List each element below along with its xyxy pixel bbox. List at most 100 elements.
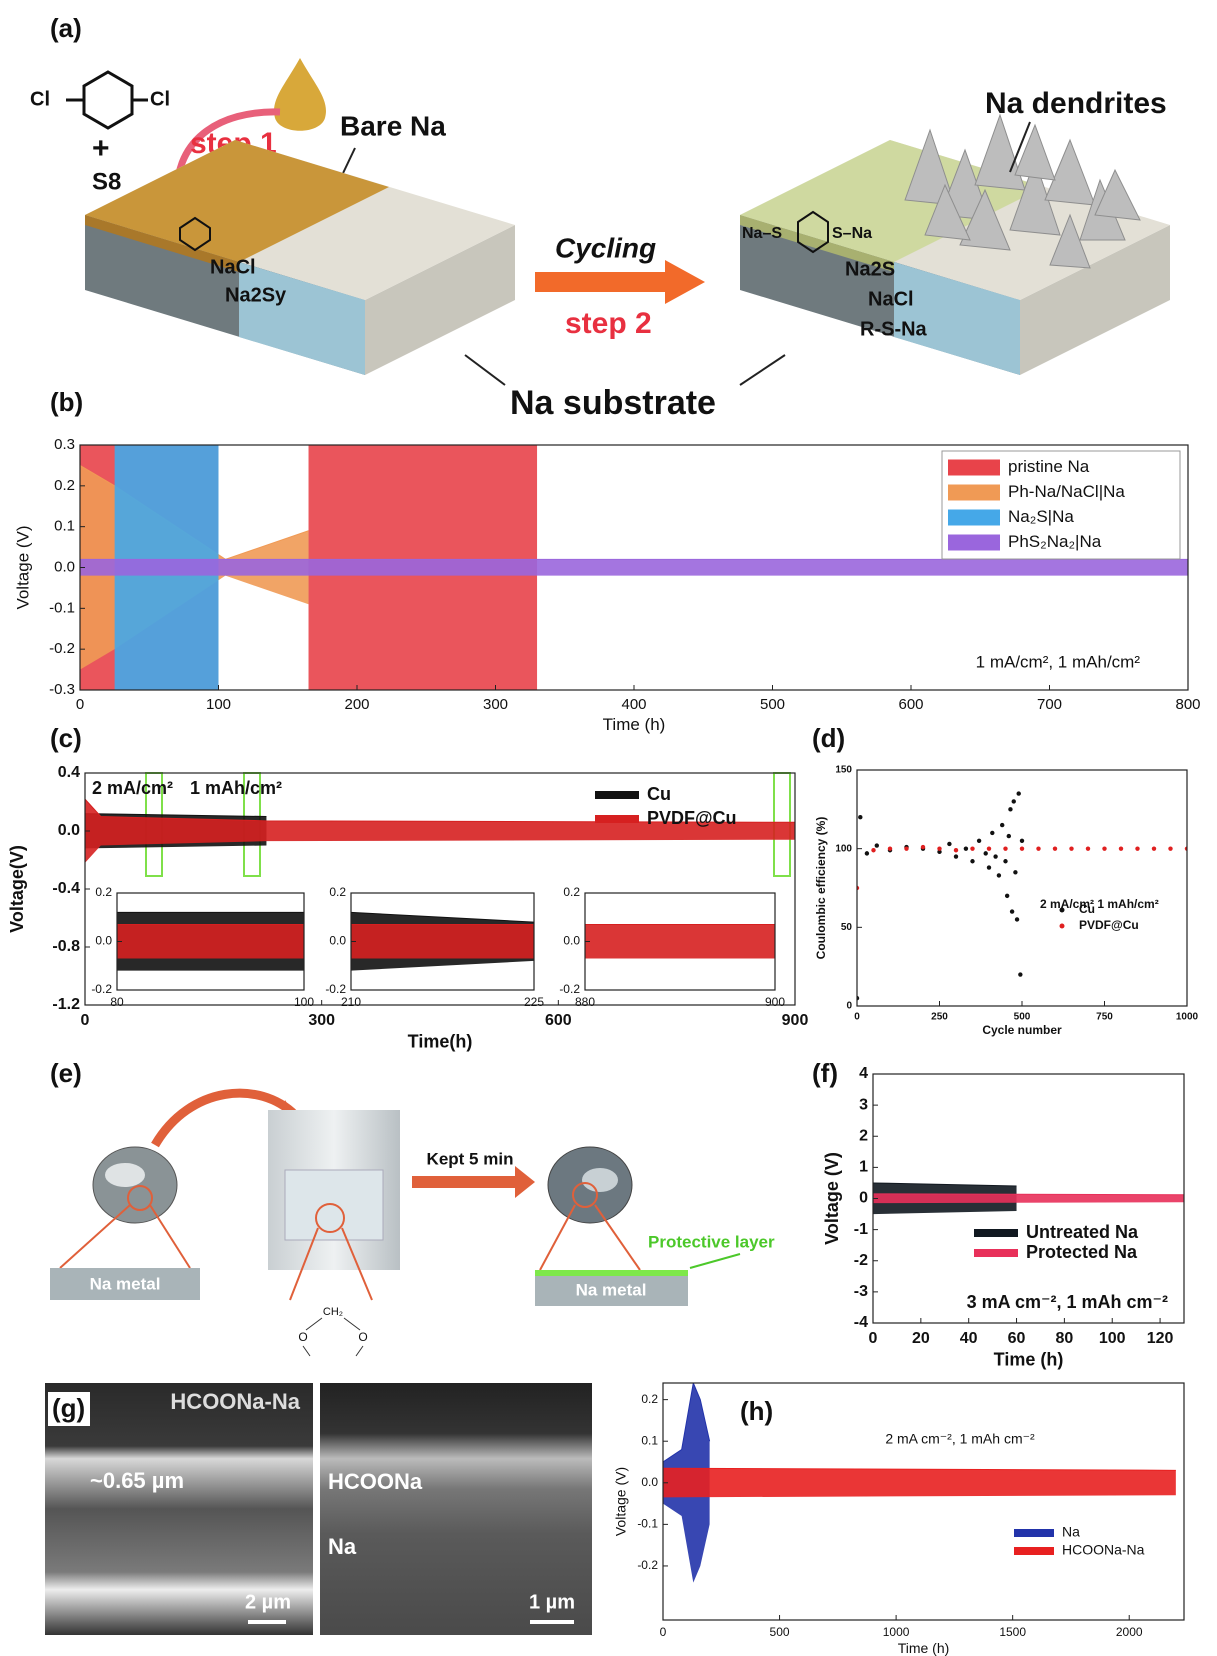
y-tick-label: 0.0 <box>58 822 80 839</box>
voltage-band <box>585 924 775 959</box>
legend-label: pristine Na <box>1008 457 1090 476</box>
point <box>1013 870 1018 875</box>
y-tick-label: -1 <box>854 1221 868 1238</box>
point <box>858 815 863 820</box>
y-tick-label: -0.8 <box>52 938 80 955</box>
x-tick-label: 600 <box>898 696 923 713</box>
panel-label: (e) <box>50 1058 82 1088</box>
zoom-line <box>289 1227 319 1301</box>
y-axis-label: Coulombic efficiency (%) <box>814 817 828 960</box>
x-tick-label: 80 <box>1055 1330 1073 1347</box>
x-tick-label: 60 <box>1008 1330 1026 1347</box>
point <box>1069 846 1074 851</box>
voltage-band <box>80 559 1188 576</box>
label: Na metal <box>90 1274 161 1293</box>
zoom-circle <box>572 1182 598 1208</box>
chem-label: NaCl <box>210 256 256 278</box>
zoom-line <box>539 1204 576 1271</box>
point <box>986 865 992 870</box>
label: Cycling <box>555 232 656 263</box>
legend-label: Na <box>1062 1524 1080 1540</box>
slab-face <box>239 262 365 375</box>
plot-area <box>663 1383 1176 1583</box>
y-tick-label: -1.2 <box>52 996 80 1013</box>
label: Na dendrites <box>985 87 1167 120</box>
x-tick-label: 0 <box>81 1012 90 1029</box>
y-tick-label: 0.0 <box>563 934 580 948</box>
label: Na substrate <box>510 384 716 422</box>
point <box>1003 859 1008 864</box>
x-axis-label: Time (h) <box>603 715 666 734</box>
y-tick-label: -0.2 <box>637 1558 658 1572</box>
pointer <box>689 1253 741 1269</box>
scale-bar <box>530 1620 574 1624</box>
ring <box>797 210 829 254</box>
x-tick-label: 100 <box>1099 1330 1126 1347</box>
point <box>976 838 982 843</box>
y-tick-label: 0.1 <box>54 518 75 535</box>
annotation: 1 mAh/cm² <box>190 778 282 798</box>
sem-image <box>320 1383 592 1635</box>
panel-label: (f) <box>812 1058 838 1088</box>
envelope <box>873 1182 1017 1187</box>
x-tick-label: 800 <box>1175 696 1200 713</box>
point <box>874 843 879 848</box>
y-tick-label: 150 <box>835 765 852 776</box>
voltage-band <box>663 1468 1176 1498</box>
point <box>864 851 870 856</box>
x-axis-label: Time (h) <box>898 1640 950 1656</box>
x-tick-label: 600 <box>545 1012 572 1029</box>
legend-label: Na₂S|Na <box>1008 507 1074 526</box>
y-tick-label: -3 <box>854 1283 868 1300</box>
y-tick-label: -0.1 <box>49 599 75 616</box>
protective-layer <box>535 1270 688 1276</box>
x-axis-label: Time(h) <box>408 1031 473 1051</box>
point <box>1011 799 1016 804</box>
y-tick-label: 0.0 <box>641 1475 658 1489</box>
coin-glare <box>582 1168 618 1192</box>
coating-edge <box>740 215 894 272</box>
x-tick-label: 250 <box>931 1012 948 1023</box>
y-tick-label: 0 <box>846 1001 852 1012</box>
zoom-line <box>594 1204 641 1271</box>
voltage-band <box>117 924 304 959</box>
na-metal <box>50 1268 200 1300</box>
x-tick-label: 1500 <box>999 1625 1026 1639</box>
x-tick-label: 900 <box>765 995 785 1009</box>
legend-swatch <box>1059 907 1065 913</box>
dendrites <box>904 113 1141 269</box>
y-axis-label: Voltage (V) <box>613 1467 629 1536</box>
legend-swatch <box>948 534 1000 551</box>
label: HCOONa <box>328 1469 423 1494</box>
chem-label: + <box>92 132 110 165</box>
plot-area <box>585 924 775 959</box>
chart: 880 900 -0.2 0.0 0.2 <box>559 885 785 1009</box>
voltage-band <box>351 924 534 959</box>
zoom-circle <box>315 1203 345 1233</box>
na-metal <box>535 1276 688 1306</box>
plot-frame <box>662 1382 1185 1621</box>
plot-area <box>873 1182 1184 1215</box>
point <box>986 846 992 851</box>
envelope <box>85 813 267 817</box>
step-label: step 2 <box>565 307 652 340</box>
x-tick-label: 880 <box>575 995 595 1009</box>
y-tick-label: 0.2 <box>329 885 346 899</box>
legend-swatch <box>948 484 1000 501</box>
chart: 0 250 500 750 1000 0 50 100 150 (d) Cycle number Co… <box>812 723 1199 1037</box>
legend-label: Cu <box>1079 902 1095 916</box>
y-axis-label: Voltage (V) <box>822 1152 842 1245</box>
chart: 0 300 600 900 -1.2 -0.8 -0.4 0.0 0.4 (c) Time(h) Vo… <box>7 723 809 1051</box>
plot-area <box>80 445 1188 690</box>
annotation: 2 mA/cm² <box>92 778 173 798</box>
slab-face <box>1020 225 1170 375</box>
point <box>1151 846 1157 851</box>
point <box>970 846 975 851</box>
point <box>887 846 893 851</box>
y-tick-label: -4 <box>854 1314 868 1331</box>
y-tick-label: 0 <box>859 1190 868 1207</box>
legend-label: Untreated Na <box>1026 1222 1139 1242</box>
point <box>983 851 988 856</box>
point <box>953 848 959 853</box>
